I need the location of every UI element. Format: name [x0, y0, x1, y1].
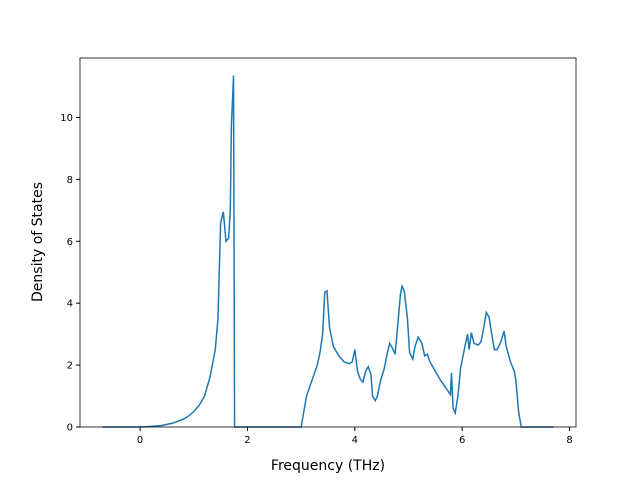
y-tick-label: 0	[67, 423, 73, 434]
plot-frame	[79, 57, 577, 428]
x-tick-label: 0	[137, 435, 143, 446]
x-tick-label: 2	[244, 435, 250, 446]
x-axis-label: Frequency (THz)	[271, 458, 385, 474]
y-tick-label: 4	[67, 299, 73, 310]
line	[102, 75, 554, 428]
y-tick-label: 6	[67, 237, 73, 248]
x-tick-label: 8	[566, 435, 572, 446]
y-tick-label: 8	[67, 175, 73, 186]
x-tick-label: 6	[459, 435, 465, 446]
x-tick-label: 4	[352, 435, 358, 446]
y-tick-label: 2	[67, 361, 73, 372]
y-tick-label: 10	[60, 113, 73, 124]
y-axis-label: Density of States	[30, 182, 46, 302]
